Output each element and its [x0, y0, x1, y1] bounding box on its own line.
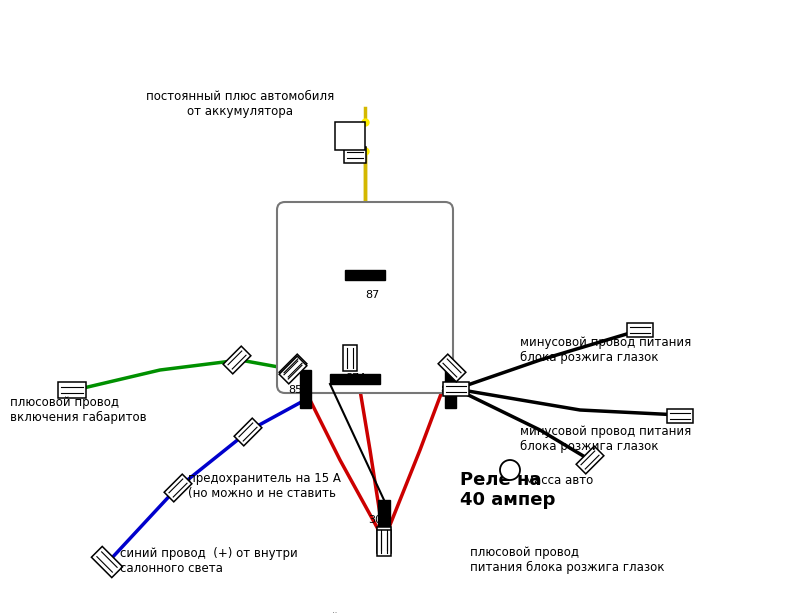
Text: плюсовой провод
питания блока розжига глазок: плюсовой провод питания блока розжига гл…: [470, 546, 665, 574]
Bar: [445, 370, 456, 408]
Polygon shape: [279, 356, 307, 384]
Polygon shape: [223, 346, 251, 374]
Text: Реле на
40 ампер: Реле на 40 ампер: [460, 471, 555, 509]
Text: 87A: 87A: [345, 373, 367, 383]
Polygon shape: [627, 323, 653, 337]
Bar: [330, 374, 380, 384]
Polygon shape: [58, 383, 86, 398]
FancyBboxPatch shape: [277, 202, 453, 393]
Text: 86: 86: [440, 385, 454, 395]
Polygon shape: [667, 409, 693, 423]
Text: минусовой провод питания
блока розжига глазок: минусовой провод питания блока розжига г…: [520, 425, 691, 453]
Polygon shape: [234, 418, 262, 446]
Polygon shape: [343, 345, 357, 371]
Polygon shape: [443, 382, 469, 396]
Bar: [344, 147, 366, 163]
Text: 30: 30: [368, 515, 382, 525]
Polygon shape: [577, 446, 603, 474]
Text: 85: 85: [288, 385, 302, 395]
Polygon shape: [279, 354, 307, 382]
Text: постоянный плюс автомобиля
от аккумулятора: постоянный плюс автомобиля от аккумулято…: [146, 90, 334, 118]
Text: плюсовой провод питания
блока розжига глазок: плюсовой провод питания блока розжига гл…: [278, 612, 442, 613]
Text: 87: 87: [365, 290, 379, 300]
Bar: [300, 370, 311, 408]
Bar: [378, 500, 390, 540]
Text: масса авто: масса авто: [525, 473, 593, 487]
Polygon shape: [91, 546, 123, 577]
Polygon shape: [377, 527, 391, 553]
Bar: [345, 270, 385, 280]
Circle shape: [500, 460, 520, 480]
Text: минусовой провод питания
блока розжига глазок: минусовой провод питания блока розжига г…: [520, 336, 691, 364]
Text: синий провод  (+) от внутри
салонного света: синий провод (+) от внутри салонного све…: [120, 547, 297, 575]
Text: плюсовой провод
включения габаритов: плюсовой провод включения габаритов: [10, 396, 147, 424]
Polygon shape: [377, 530, 391, 556]
Text: предохранитель на 15 А
(но можно и не ставить: предохранитель на 15 А (но можно и не ст…: [188, 472, 341, 500]
Bar: [335, 122, 365, 150]
Polygon shape: [439, 354, 465, 382]
Polygon shape: [164, 474, 192, 502]
